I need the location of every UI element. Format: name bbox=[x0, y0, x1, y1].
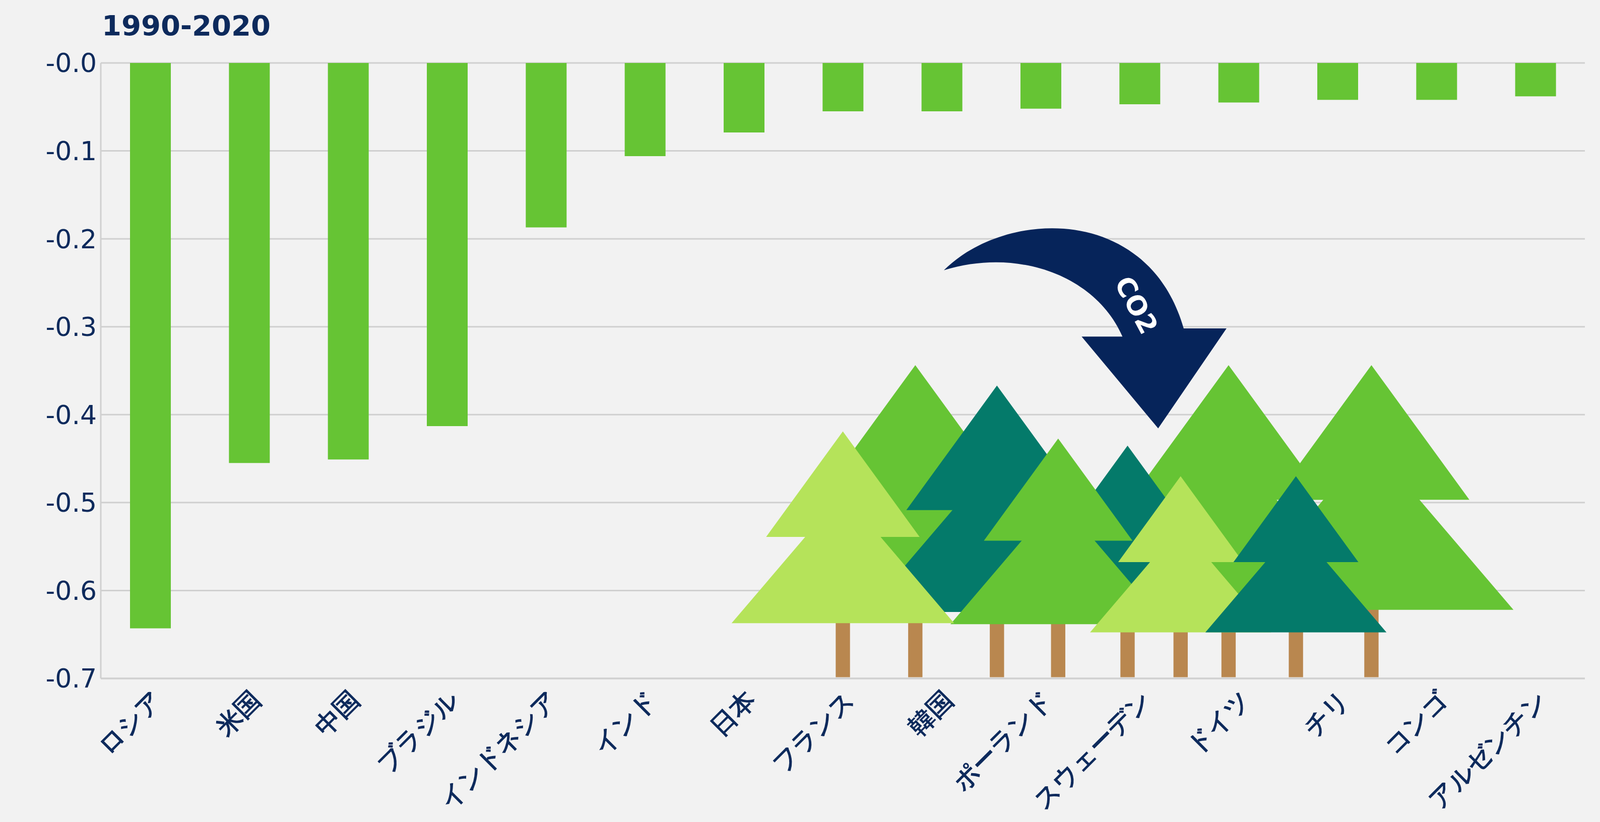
svg-text:インドネシア: インドネシア bbox=[433, 685, 564, 815]
svg-text:インド: インド bbox=[587, 685, 663, 761]
svg-text:コンゴ: コンゴ bbox=[1378, 685, 1455, 761]
svg-text:ブラジル: ブラジル bbox=[370, 685, 465, 779]
svg-text:-0.6: -0.6 bbox=[45, 576, 97, 607]
svg-text:韓国: 韓国 bbox=[903, 685, 960, 742]
html-text:1990-2020: 1990-2020 bbox=[101, 9, 271, 42]
svg-text:スウェーデン: スウェーデン bbox=[1027, 685, 1158, 815]
svg-text:日本: 日本 bbox=[705, 685, 762, 742]
svg-text:米国: 米国 bbox=[210, 685, 267, 742]
svg-text:アルゼンチン: アルゼンチン bbox=[1423, 685, 1553, 815]
svg-text:-0.4: -0.4 bbox=[45, 400, 97, 431]
svg-text:-0.5: -0.5 bbox=[45, 487, 97, 519]
svg-text:-0.7: -0.7 bbox=[45, 663, 97, 694]
svg-text:-0.0: -0.0 bbox=[45, 47, 97, 79]
svg-text:ドイツ: ドイツ bbox=[1180, 685, 1256, 761]
svg-text:-0.1: -0.1 bbox=[45, 136, 97, 167]
svg-text:CO2: CO2 bbox=[1108, 271, 1165, 340]
svg-text:フランス: フランス bbox=[766, 685, 861, 779]
svg-text:ポーランド: ポーランド bbox=[946, 685, 1059, 797]
svg-text:チリ: チリ bbox=[1298, 685, 1356, 743]
svg-text:ロシア: ロシア bbox=[92, 685, 168, 761]
svg-text:-0.3: -0.3 bbox=[45, 311, 97, 343]
svg-text:-0.2: -0.2 bbox=[45, 224, 97, 255]
svg-text:中国: 中国 bbox=[309, 685, 366, 742]
